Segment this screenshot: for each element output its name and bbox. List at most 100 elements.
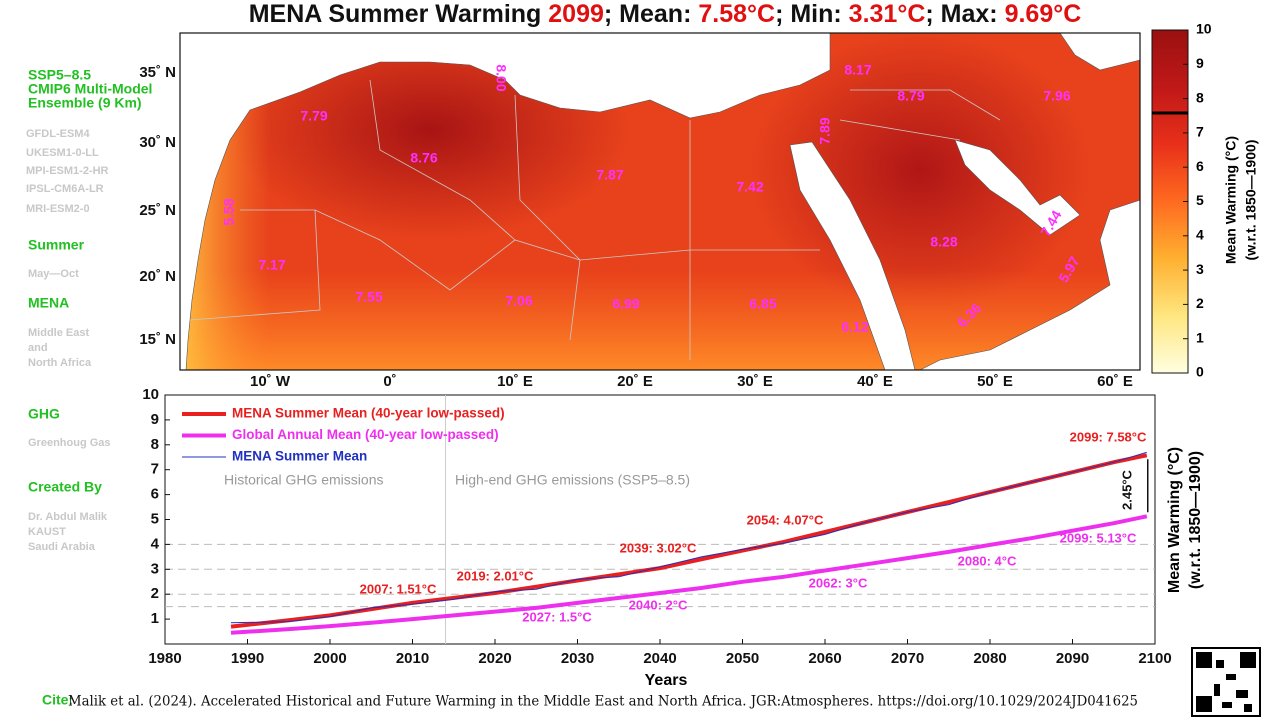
x-tick-label: 2020 <box>478 650 511 667</box>
colorbar-tick-label: 4 <box>1196 227 1204 243</box>
colorbar-tick-label: 2 <box>1196 295 1204 311</box>
created-by: Created By <box>28 479 102 495</box>
x-tick-label: 2040 <box>643 650 676 667</box>
model: UKESM1-0-LL <box>26 147 99 159</box>
region-desc: and <box>28 342 48 354</box>
x-tick-label: 1980 <box>148 650 181 667</box>
region-value: 7.06 <box>505 293 532 309</box>
x-tick-label: 2000 <box>313 650 346 667</box>
colorbar <box>1151 29 1189 374</box>
annotation: 2080: 4°C <box>958 553 1017 568</box>
colorbar-tick-label: 6 <box>1196 158 1204 174</box>
model: MRI-ESM2-0 <box>26 203 90 215</box>
x-tick-label: 1990 <box>231 650 264 667</box>
annotation: 2062: 3°C <box>809 575 868 590</box>
colorbar-tick-label: 10 <box>1196 21 1212 37</box>
y-tick-label: 5 <box>151 510 159 527</box>
note: Historical GHG emissions <box>224 472 383 488</box>
title-part: ; Min: <box>775 0 849 28</box>
y-tick-label: 2 <box>151 585 159 602</box>
lon-label: 40˚ E <box>857 373 893 390</box>
ghg-desc: Greenhoug Gas <box>28 437 111 449</box>
x-tick-label: 2100 <box>1138 650 1171 667</box>
annotation: 2027: 1.5°C <box>522 609 592 624</box>
qr-code <box>1191 647 1261 717</box>
colorbar-tick-label: 5 <box>1196 192 1204 208</box>
model: MPI-ESM1-2-HR <box>26 165 109 177</box>
annotation: 2099: 7.58°C <box>1070 429 1147 444</box>
cite-text: Malik et al. (2024). Accelerated Histori… <box>68 694 1138 710</box>
series-line <box>230 514 1148 635</box>
region-value: 7.17 <box>258 257 285 273</box>
annotation: 2.45°C <box>1119 469 1134 510</box>
sea <box>919 199 1140 370</box>
x-tick-label: 2090 <box>1056 650 1089 667</box>
lon-label: 10˚ E <box>497 373 533 390</box>
x-tick-label: 2070 <box>891 650 924 667</box>
lat-label: 25˚ N <box>139 202 176 219</box>
series-line <box>230 451 1147 624</box>
annotation: 2007: 1.51°C <box>360 581 437 596</box>
region-value: 5.58 <box>221 198 237 225</box>
lon-label: 0˚ <box>383 373 396 390</box>
y-axis-label: Mean Warming (°C) <box>1166 447 1183 593</box>
legend-label: MENA Summer Mean <box>232 449 367 464</box>
season-desc: May—Oct <box>28 268 79 280</box>
model: GFDL-ESM4 <box>26 128 90 140</box>
lon-label: 30˚ E <box>737 373 773 390</box>
lon-label: 10˚ W <box>250 373 291 390</box>
x-tick-label: 2050 <box>726 650 759 667</box>
y-tick-label: 3 <box>151 560 159 577</box>
plot-frame <box>164 394 1156 645</box>
sea <box>954 139 1081 236</box>
annotation: 2039: 3.02°C <box>620 540 697 555</box>
x-axis-label: Years <box>645 672 688 689</box>
region-value: 6.99 <box>612 296 639 312</box>
sea <box>789 141 916 370</box>
x-tick-label: 2030 <box>561 650 594 667</box>
colorbar-tick-label: 7 <box>1196 124 1204 140</box>
lat-label: 35˚ N <box>139 64 176 81</box>
region-desc: North Africa <box>28 357 92 369</box>
borders <box>189 79 1001 360</box>
colorbar-tick-label: 1 <box>1196 329 1204 345</box>
region: MENA <box>28 295 69 311</box>
lon-label: 60˚ E <box>1097 373 1133 390</box>
y-tick-label: 9 <box>151 411 159 428</box>
sea <box>180 33 831 370</box>
lon-label: 50˚ E <box>977 373 1013 390</box>
colorbar-label: Mean Warming (°C) <box>1223 136 1239 264</box>
y-axis-label: (w.r.t. 1850—1900) <box>1187 451 1204 589</box>
title-part: 3.31°C <box>849 0 926 28</box>
model: IPSL-CM6A-LR <box>26 183 104 195</box>
map-frame <box>179 32 1141 371</box>
annotation: 2054: 4.07°C <box>747 512 824 527</box>
sea <box>1059 33 1140 71</box>
legend-label: Global Annual Mean (40-year low-passed) <box>232 427 499 442</box>
title: MENA Summer Warming 2099; Mean: 7.58°C; … <box>249 0 1082 28</box>
annotation: 2019: 2.01°C <box>457 568 534 583</box>
note: High-end GHG emissions (SSP5–8.5) <box>455 472 690 488</box>
author: Dr. Abdul Malik <box>28 511 108 523</box>
title-part: ; Mean: <box>604 0 698 28</box>
region-value: 6.85 <box>749 296 776 312</box>
author: Saudi Arabia <box>28 541 96 553</box>
season: Summer <box>28 237 85 253</box>
title-part: 7.58°C <box>698 0 775 28</box>
colorbar-tick-label: 0 <box>1196 364 1204 380</box>
colorbar-tick-label: 9 <box>1196 55 1204 71</box>
x-tick-label: 2060 <box>808 650 841 667</box>
y-tick-label: 6 <box>151 486 159 503</box>
annotation: 2040: 2°C <box>629 597 688 612</box>
title-part: 9.69°C <box>1005 0 1082 28</box>
colorbar-label: (w.r.t. 1850—1900) <box>1243 140 1259 261</box>
region-value: 8.17 <box>844 62 871 78</box>
lat-label: 15˚ N <box>139 331 176 348</box>
y-tick-label: 4 <box>151 535 160 552</box>
y-tick-label: 10 <box>142 386 159 403</box>
scenario: SSP5–8.5 <box>28 67 91 83</box>
x-tick-label: 2010 <box>396 650 429 667</box>
map <box>180 33 1140 370</box>
region-value: 7.42 <box>736 179 763 195</box>
